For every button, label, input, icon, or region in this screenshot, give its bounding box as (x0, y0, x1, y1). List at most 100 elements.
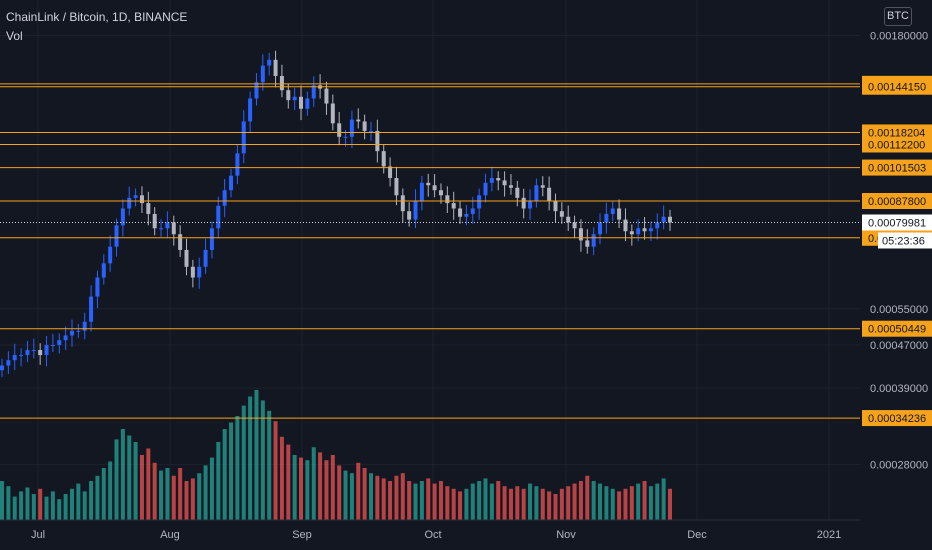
candle-body (241, 121, 246, 154)
candle-body (184, 249, 189, 267)
candle-body (114, 225, 119, 247)
candle-body (267, 59, 272, 66)
volume-bar (585, 475, 590, 520)
candle-body (248, 98, 253, 122)
volume-bar (655, 483, 660, 520)
level-label-bg (862, 320, 932, 337)
candle-body (661, 216, 666, 223)
volume-bar (286, 444, 291, 520)
candle-body (419, 182, 424, 201)
volume-bar (489, 483, 494, 520)
volume-bar (6, 486, 11, 520)
volume-bar (318, 452, 323, 520)
volume-bar (636, 483, 641, 520)
volume-bar (19, 491, 24, 520)
volume-bar (528, 483, 533, 520)
candle-body (101, 263, 106, 278)
volume-bar (445, 486, 450, 520)
volume-bar (222, 429, 227, 520)
candle-body (165, 222, 170, 229)
volume-bar (299, 457, 304, 520)
volume-bar (388, 481, 393, 520)
candle-body (515, 187, 520, 198)
volume-bar (413, 483, 418, 520)
candle-body (502, 180, 507, 186)
volume-bar (127, 435, 132, 520)
level-label: 0.00101503 (868, 163, 926, 175)
volume-bar (610, 488, 615, 520)
candle-body (534, 185, 539, 201)
candle-body (209, 228, 214, 250)
candle-body (95, 277, 100, 297)
candle-body (388, 166, 393, 179)
candle-body (203, 249, 208, 267)
volume-bar (400, 473, 405, 520)
candle-body (133, 195, 138, 198)
candle-body (82, 321, 87, 331)
candle-body (337, 123, 342, 137)
level-label-bg (862, 410, 932, 427)
candle-body (38, 349, 43, 356)
candle-body (57, 340, 62, 346)
volume-bar (216, 442, 221, 520)
level-label-bg (862, 124, 932, 141)
candle-body (254, 82, 259, 99)
candle-body (668, 216, 672, 223)
volume-bar (648, 486, 653, 520)
candle-body (483, 182, 488, 196)
volume-bar (362, 468, 367, 520)
volume-bar (349, 473, 354, 520)
candle-body (407, 211, 412, 220)
candle-body (508, 185, 513, 188)
candle-body (108, 246, 113, 264)
volume-bar (171, 475, 176, 520)
candle-body (617, 208, 622, 220)
candle-body (349, 119, 354, 137)
candle-body (343, 136, 348, 138)
y-tick-label: 0.00055000 (870, 304, 928, 316)
candle-body (578, 228, 583, 241)
symbol-legend[interactable]: ChainLink / Bitcoin, 1D, BINANCE (6, 10, 188, 24)
candle-body (623, 219, 628, 232)
candle-body (273, 59, 278, 77)
currency-badge[interactable]: BTC (884, 7, 912, 26)
volume-bar (394, 475, 399, 520)
level-label-bg (862, 136, 932, 153)
volume-bar (190, 478, 195, 520)
candle-body (496, 178, 501, 181)
candle-body (477, 195, 482, 209)
candle-body (356, 119, 361, 122)
volume-bar (229, 422, 234, 520)
candle-body (566, 216, 571, 223)
candle-body (139, 195, 144, 204)
candle-body (648, 228, 653, 232)
volume-bar (629, 486, 634, 520)
volume-bar (50, 491, 55, 520)
volume-bar (209, 457, 214, 520)
volume-bar (642, 481, 647, 520)
candle-body (324, 88, 329, 104)
volume-bar (356, 462, 361, 520)
candle-body (197, 266, 202, 278)
volume-bar (521, 488, 526, 520)
volume-bar (146, 448, 151, 520)
candle-body (604, 213, 609, 223)
volume-bar (159, 470, 164, 520)
last-price-bg (862, 214, 932, 231)
volume-bar (63, 494, 68, 520)
candle-body (521, 197, 526, 209)
candle-body (171, 222, 176, 235)
volume-bar (604, 486, 609, 520)
volume-bar (95, 475, 100, 520)
volume-bar (337, 465, 342, 520)
volume-legend[interactable]: Vol (6, 29, 23, 43)
candle-body (368, 130, 373, 132)
volume-bar (598, 483, 603, 520)
candle-body (375, 130, 380, 152)
level-label: 0.00034236 (868, 413, 926, 425)
candle-body (655, 222, 660, 229)
candle-body (381, 151, 386, 167)
candle-body (470, 208, 475, 214)
